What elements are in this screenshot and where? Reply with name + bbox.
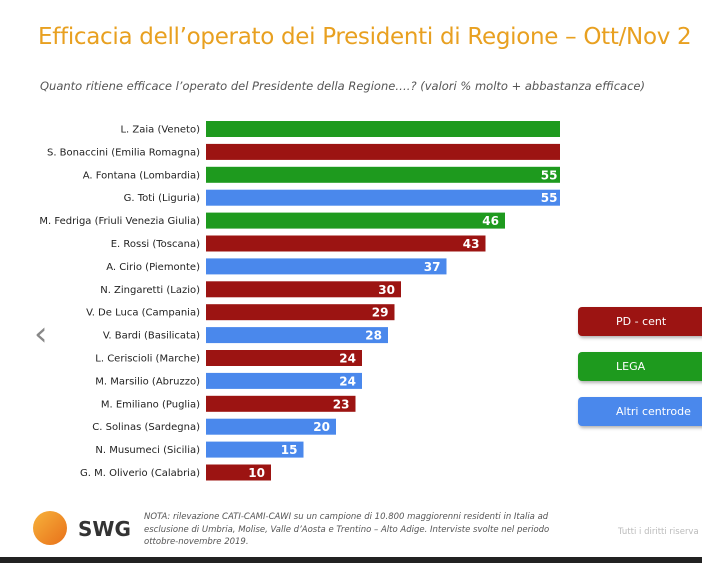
data-label: 29 [372, 306, 389, 320]
data-label: 43 [463, 237, 480, 251]
chart-subtitle: Quanto ritiene efficace l’operato del Pr… [40, 79, 645, 93]
data-label: 15 [281, 443, 298, 457]
bar [206, 327, 388, 344]
category-label: V. Bardi (Basilicata) [103, 331, 200, 342]
rights-text: Tutti i diritti riserva [618, 527, 699, 537]
chart-title: Efficacia dell’operato dei Presidenti di… [38, 24, 692, 50]
bottom-bar [0, 557, 702, 563]
category-label: A. Cirio (Piemonte) [106, 262, 200, 273]
bar-chart: L. Zaia (Veneto)66S. Bonaccini (Emilia R… [39, 121, 560, 481]
category-label: V. De Luca (Campania) [86, 308, 200, 319]
bar [206, 189, 560, 206]
category-label: L. Zaia (Veneto) [120, 125, 200, 136]
category-label: N. Musumeci (Sicilia) [95, 445, 200, 456]
category-label: L. Ceriscioli (Marche) [95, 354, 200, 365]
bar [206, 166, 560, 183]
data-label: 46 [482, 214, 499, 228]
bar [206, 235, 486, 252]
footnote: NOTA: rilevazione CATI-CAMI-CAWI su un c… [144, 512, 550, 547]
bar [206, 304, 395, 321]
swg-logo-icon [33, 511, 67, 545]
category-label: G. M. Oliverio (Calabria) [80, 468, 200, 479]
data-label: 24 [339, 352, 356, 366]
data-label: 20 [313, 420, 330, 434]
legend-item-altri: Altri centrode [578, 397, 702, 426]
bar [206, 464, 271, 481]
category-label: A. Fontana (Lombardia) [83, 170, 200, 181]
category-label: E. Rossi (Toscana) [111, 239, 200, 250]
category-label: N. Zingaretti (Lazio) [100, 285, 200, 296]
data-label: 24 [339, 374, 356, 388]
bar [206, 212, 505, 229]
previous-arrow-icon[interactable]: ‹ [34, 314, 48, 354]
data-label: 10 [248, 466, 265, 480]
category-label: M. Marsilio (Abruzzo) [95, 376, 200, 387]
data-label: 30 [378, 283, 395, 297]
data-label: 23 [333, 397, 350, 411]
data-label: 37 [424, 260, 441, 274]
category-label: C. Solinas (Sardegna) [92, 422, 200, 433]
bar [206, 258, 447, 275]
bar [206, 281, 401, 298]
bar [206, 350, 362, 366]
bar [206, 143, 560, 160]
category-label: M. Emiliano (Puglia) [101, 399, 200, 410]
bar [206, 418, 336, 435]
bar [206, 395, 356, 412]
category-label: S. Bonaccini (Emilia Romagna) [47, 147, 200, 158]
legend-item-pd: PD - cent [578, 307, 702, 336]
swg-logo-text: SWG [78, 517, 131, 541]
bar [206, 121, 560, 137]
category-label: M. Fedriga (Friuli Venezia Giulia) [39, 216, 200, 227]
category-label: G. Toti (Liguria) [124, 193, 200, 204]
data-label: 55 [541, 168, 558, 182]
data-label: 55 [541, 191, 558, 205]
bar [206, 372, 362, 389]
data-label: 28 [365, 329, 382, 343]
bar [206, 441, 304, 458]
legend-item-lega: LEGA [578, 352, 702, 381]
